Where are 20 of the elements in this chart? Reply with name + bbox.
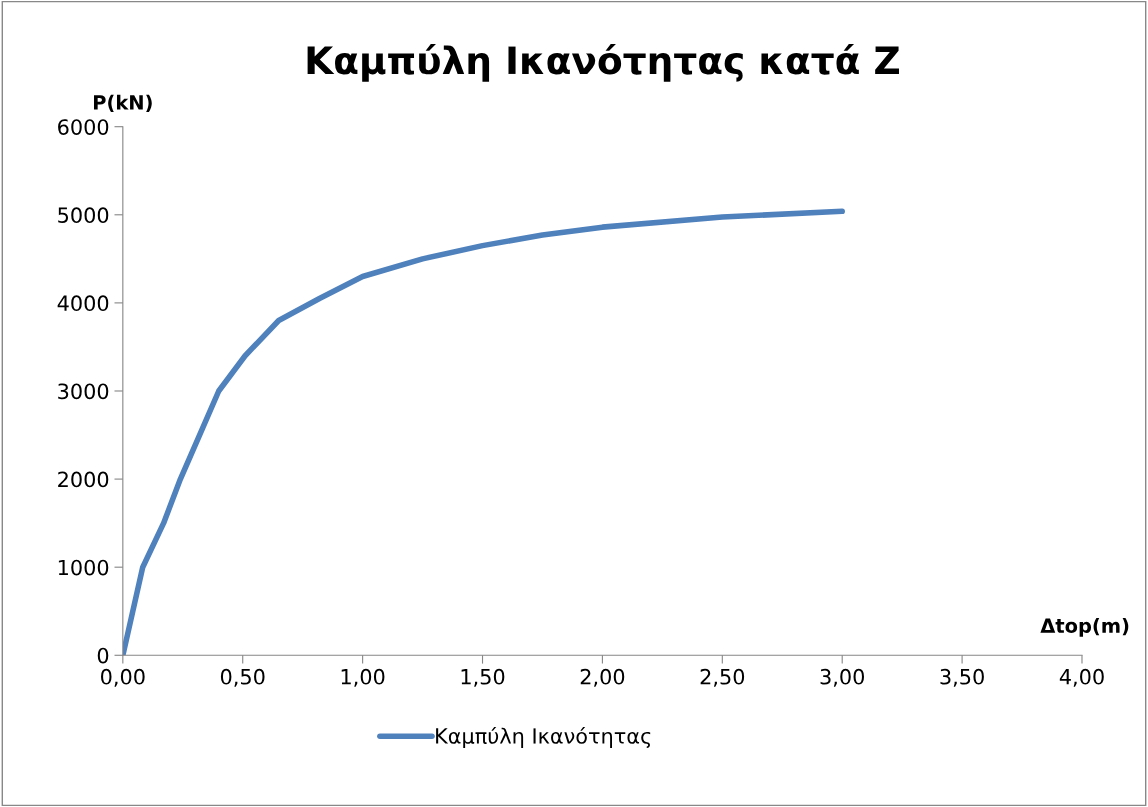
y-tick-label: 2000 bbox=[58, 471, 109, 488]
y-tick-label: 1000 bbox=[58, 559, 109, 576]
legend-label: Καμπύλη Ικανότητας bbox=[436, 726, 651, 748]
x-tick-label: 1,50 bbox=[461, 668, 505, 687]
y-tick-label: 3000 bbox=[58, 383, 109, 400]
y-tick-label: 6000 bbox=[58, 119, 109, 135]
x-tick-label: 0,50 bbox=[220, 668, 265, 687]
x-tick-label: 2,50 bbox=[700, 668, 745, 687]
y-tick-label: 5000 bbox=[58, 207, 109, 224]
y-axis-title: P(kN) bbox=[94, 94, 152, 112]
x-tick-label: 2,00 bbox=[580, 668, 625, 687]
x-axis-title: Δtop(m) bbox=[1040, 617, 1129, 637]
x-tick-label: 1,00 bbox=[341, 668, 385, 687]
y-tick-label: 0 bbox=[97, 647, 109, 664]
x-tick-label: 3,50 bbox=[940, 668, 984, 687]
x-tick-label: 0,00 bbox=[101, 668, 145, 687]
x-tick-label: 4,00 bbox=[1059, 668, 1104, 687]
chart-title: Καμπύλη Ικανότητας κατά Z bbox=[307, 43, 899, 82]
x-tick-label: 3,00 bbox=[820, 668, 865, 687]
y-tick-label: 4000 bbox=[57, 295, 109, 312]
